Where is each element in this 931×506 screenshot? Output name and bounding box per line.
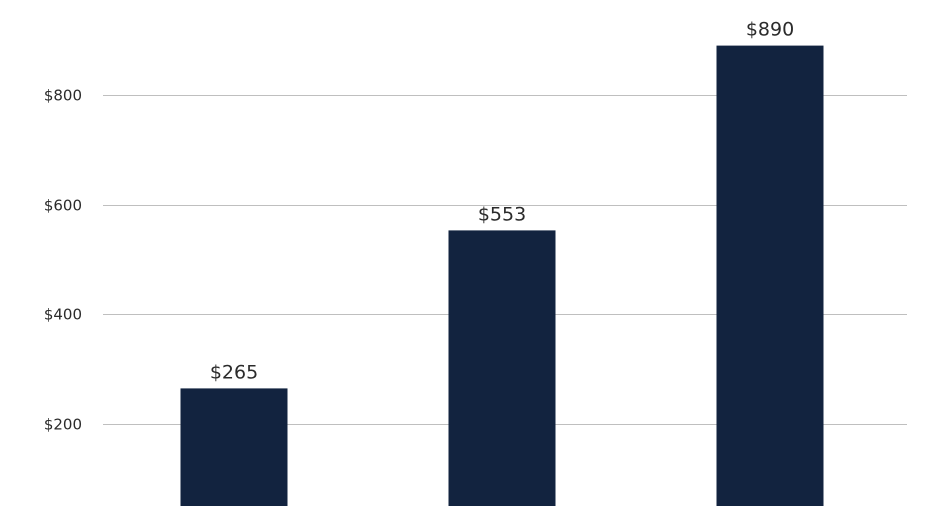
bar-data-label: $890 (746, 19, 794, 41)
y-tick-label: $800 (44, 87, 82, 105)
bars (180, 45, 824, 506)
bar-data-label: $553 (478, 203, 526, 225)
bar (448, 230, 556, 506)
y-tick-label: $200 (44, 416, 82, 434)
bar-data-label: $265 (210, 361, 258, 383)
y-axis-tick-labels: $200 $400 $600 $800 (44, 87, 82, 434)
data-labels: $265 $553 $890 (210, 19, 794, 384)
bar (180, 388, 288, 506)
y-tick-label: $400 (44, 306, 82, 324)
bar (716, 45, 824, 506)
y-tick-label: $600 (44, 197, 82, 215)
